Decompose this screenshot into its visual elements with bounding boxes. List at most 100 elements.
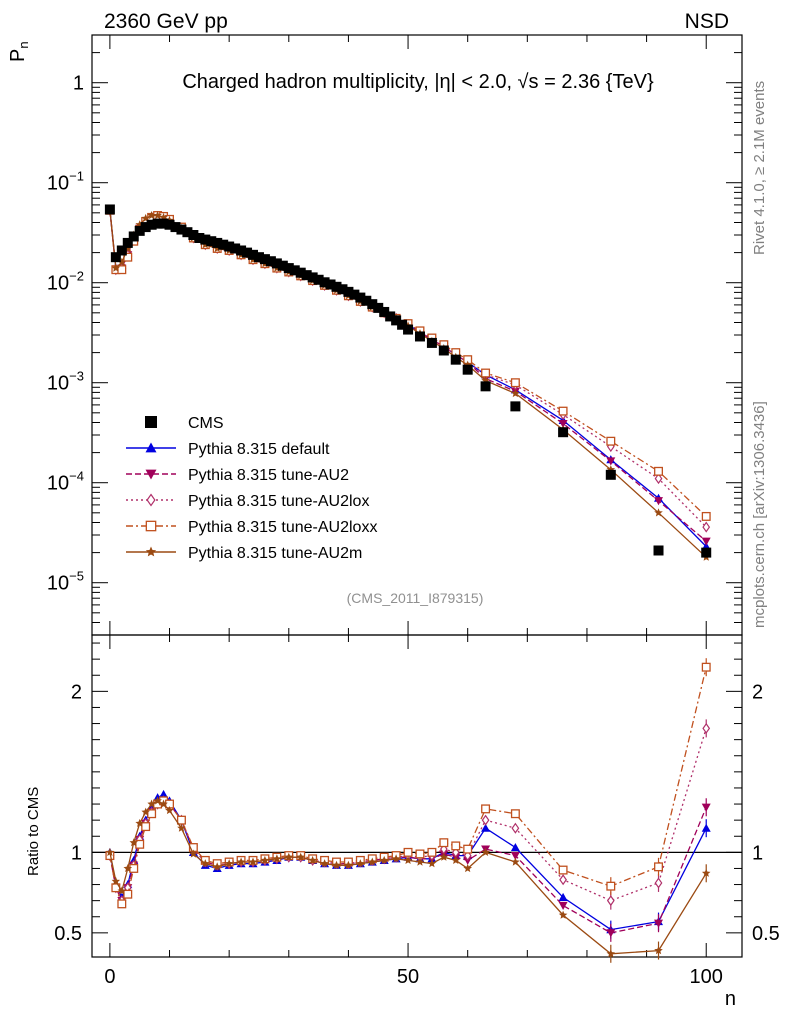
data-point: [236, 245, 247, 256]
ratio-point: [212, 862, 222, 871]
data-point: [218, 239, 229, 250]
data-point: [653, 545, 664, 556]
data-point: [111, 263, 121, 272]
ratio-point: [111, 876, 121, 885]
ratio-point: [176, 815, 186, 825]
ratio-y-tick-label-right: 0.5: [752, 923, 780, 945]
ratio-point: [260, 855, 270, 864]
ratio-point: [463, 864, 472, 873]
data-point: [200, 234, 211, 245]
data-point: [313, 274, 324, 285]
legend-entry-pythia-8-315-tune-au2m: Pythia 8.315 tune-AU2m: [126, 545, 362, 562]
data-point: [158, 218, 169, 229]
ratio-point: [201, 859, 210, 868]
plot-title: Charged hadron multiplicity, |η| < 2.0, …: [182, 71, 654, 93]
data-point: [355, 292, 366, 303]
data-point: [212, 237, 223, 248]
data-point: [253, 252, 264, 263]
legend-entry-pythia-8-315-tune-au2loxx: Pythia 8.315 tune-AU2loxx: [126, 519, 377, 536]
data-point: [277, 260, 288, 271]
data-point: [140, 222, 151, 233]
ratio-point: [558, 901, 568, 910]
data-point: [289, 265, 300, 276]
data-point: [701, 537, 711, 546]
data-point: [654, 473, 663, 485]
data-point: [307, 272, 318, 283]
ratio-point: [320, 859, 329, 868]
data-point: [558, 427, 569, 438]
ratio-point: [308, 855, 317, 864]
legend-entry-pythia-8-315-default: Pythia 8.315 default: [126, 441, 330, 458]
ratio-point: [135, 818, 144, 827]
data-point: [230, 243, 241, 254]
legend-label: Pythia 8.315 tune-AU2loxx: [188, 519, 377, 536]
data-point: [414, 331, 425, 342]
data-point: [206, 236, 217, 247]
ratio-point: [654, 946, 663, 955]
ratio-point: [510, 809, 520, 819]
ratio-point: [141, 807, 150, 816]
ratio-point: [451, 855, 460, 864]
ratio-point: [606, 949, 616, 958]
ratio-series-pythia-8-315-tune-au2m: [105, 796, 711, 963]
data-point: [116, 245, 127, 256]
data-point: [295, 267, 306, 278]
ratio-point: [701, 662, 711, 672]
ratio-y-tick-label: 1: [71, 842, 82, 864]
data-point: [153, 211, 162, 220]
data-point: [176, 224, 187, 235]
ratio-point: [606, 895, 615, 907]
data-point: [319, 277, 330, 288]
ratio-point: [403, 847, 413, 857]
ratio-point: [510, 851, 520, 861]
ratio-y-tick-label-right: 2: [752, 681, 763, 703]
data-point: [391, 315, 402, 326]
data-point: [170, 222, 181, 233]
legend-marker: [145, 546, 157, 557]
data-point: [164, 219, 175, 230]
ratio-y-tick-label: 0.5: [54, 923, 82, 945]
ratio-point: [427, 859, 437, 868]
data-point: [331, 281, 342, 292]
data-point: [147, 211, 156, 220]
ratio-point: [165, 806, 174, 815]
data-point: [134, 225, 145, 236]
data-point: [128, 231, 139, 242]
ratio-point: [481, 823, 491, 832]
data-point: [462, 364, 473, 375]
series-cms: [104, 204, 712, 558]
data-point: [301, 270, 312, 281]
legend-label: Pythia 8.315 default: [188, 441, 330, 458]
ratio-point: [332, 860, 341, 869]
ratio-y-tick-label: 2: [71, 681, 82, 703]
ratio-point: [117, 899, 127, 909]
ratio-point: [153, 796, 162, 805]
ratio-point: [129, 838, 138, 847]
data-point: [146, 219, 157, 230]
ratio-point: [511, 857, 520, 866]
ratio-point: [481, 847, 490, 856]
x-axis-label: n: [725, 988, 736, 1010]
legend-entry-cms: CMS: [145, 415, 224, 432]
ratio-point: [189, 849, 198, 858]
data-point: [152, 218, 163, 229]
data-point: [242, 247, 253, 258]
ratio-point: [159, 789, 169, 798]
legend: CMS Pythia 8.315 default Pythia 8.315 tune…: [126, 415, 377, 562]
x-tick-label: 0: [104, 966, 115, 988]
ratio-point: [463, 844, 473, 854]
legend-label: Pythia 8.315 tune-AU2lox: [188, 493, 369, 510]
ratio-point: [356, 859, 365, 868]
ratio-point: [117, 886, 127, 895]
ratio-plot-frame: [91, 634, 743, 958]
data-point: [361, 295, 372, 306]
ratio-point: [123, 889, 133, 899]
data-point: [117, 257, 127, 266]
ratio-point: [379, 855, 389, 864]
legend-label: Pythia 8.315 tune-AU2: [188, 467, 349, 484]
data-point: [606, 436, 616, 446]
data-point: [337, 284, 348, 295]
ratio-point: [159, 799, 168, 808]
data-point: [558, 406, 568, 416]
